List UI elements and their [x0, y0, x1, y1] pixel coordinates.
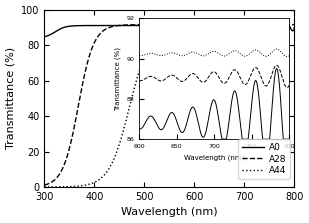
A0 — [138, 24, 142, 27]
A0 — [86, 24, 90, 27]
A44 — [43, 186, 46, 188]
Line: A0: A0 — [44, 21, 294, 37]
A28 — [292, 23, 296, 26]
A44 — [71, 185, 75, 188]
A0 — [149, 24, 153, 27]
A44 — [149, 43, 153, 46]
Line: A28: A28 — [44, 25, 294, 185]
A28 — [138, 23, 142, 26]
A44 — [287, 27, 291, 29]
A28 — [71, 132, 75, 135]
A0 — [284, 19, 288, 22]
X-axis label: Wavelength (nm): Wavelength (nm) — [121, 207, 218, 217]
A28 — [149, 23, 153, 26]
A44 — [138, 67, 142, 70]
A28 — [287, 23, 291, 26]
Y-axis label: Transmittance (%): Transmittance (%) — [6, 47, 15, 149]
A0 — [260, 26, 264, 29]
A0 — [292, 28, 296, 31]
Legend: A0, A28, A44: A0, A28, A44 — [238, 139, 290, 179]
A44 — [260, 27, 264, 29]
Line: A44: A44 — [44, 28, 294, 187]
A0 — [43, 35, 46, 38]
A0 — [288, 25, 291, 27]
A28 — [86, 60, 90, 63]
A44 — [86, 183, 90, 186]
A0 — [71, 25, 75, 27]
A28 — [43, 184, 46, 186]
A28 — [260, 23, 264, 26]
A44 — [292, 27, 296, 29]
